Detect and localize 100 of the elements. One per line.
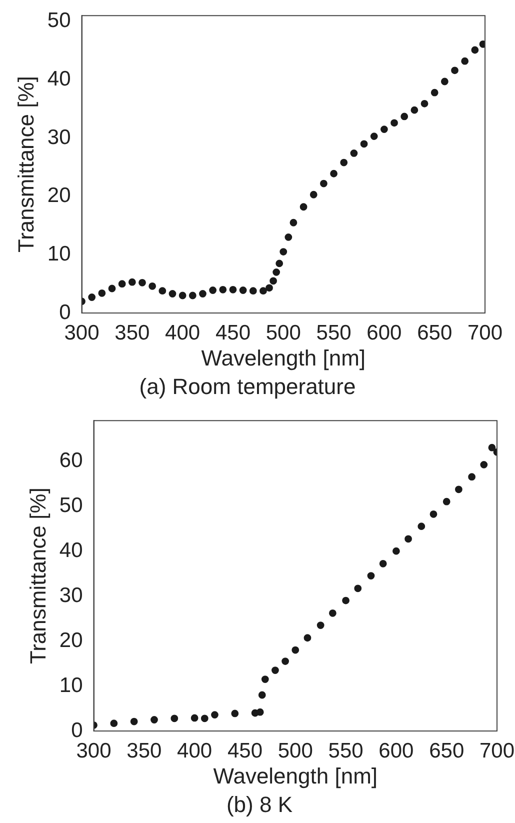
y-tick-label: 30 [59, 584, 83, 607]
point [272, 268, 280, 276]
point [392, 547, 400, 555]
point [471, 46, 479, 54]
point [219, 286, 227, 294]
x-tick-label: 500 [266, 321, 301, 344]
point [209, 286, 217, 294]
x-axis-title: Wavelength [nm] [213, 763, 378, 788]
point [360, 140, 368, 148]
point [488, 444, 496, 452]
y-tick-label: 40 [59, 538, 83, 562]
y-tick-label: 30 [47, 126, 71, 149]
y-tick-label: 40 [47, 68, 71, 91]
point [350, 150, 358, 157]
text: (a) Room temperature [139, 374, 356, 399]
point [110, 720, 118, 728]
point [340, 158, 348, 166]
point [229, 286, 237, 294]
point [304, 634, 312, 642]
x-tick-label: 600 [366, 321, 402, 344]
point [440, 78, 448, 86]
x-tick-label: 350 [114, 321, 150, 344]
x-tick-label: 550 [316, 321, 352, 344]
x-tick-label: 500 [278, 739, 313, 762]
point [468, 473, 476, 481]
point [138, 278, 146, 286]
point [168, 290, 176, 298]
point [118, 280, 126, 288]
point [342, 596, 350, 604]
point [231, 710, 239, 718]
point [249, 287, 257, 295]
point [320, 180, 328, 188]
point [400, 112, 408, 120]
point [256, 708, 264, 716]
point [430, 88, 438, 96]
point [420, 100, 428, 108]
point [328, 609, 336, 617]
point [380, 126, 388, 134]
point [148, 282, 156, 290]
x-tick-label: 400 [165, 321, 200, 344]
x-tick-label: 700 [479, 739, 515, 762]
y-tick-label: 10 [47, 242, 71, 266]
point [280, 248, 288, 256]
point [404, 535, 412, 543]
point [370, 132, 378, 140]
y-axis-title: Transmittance [%] [13, 76, 38, 253]
point [130, 718, 138, 726]
point [270, 277, 277, 285]
point [188, 292, 196, 300]
x-tick-label: 700 [467, 321, 503, 344]
point [290, 218, 298, 226]
point [379, 560, 387, 568]
x-tick-label: 300 [64, 321, 100, 344]
point [310, 190, 318, 198]
y-tick-label: 10 [59, 674, 83, 697]
point [200, 714, 208, 722]
point [258, 691, 266, 699]
point [410, 106, 418, 114]
point [158, 287, 166, 295]
y-axis-title: Transmittance [%] [25, 488, 50, 664]
point [354, 584, 362, 592]
point [330, 170, 338, 178]
y-tick-label: 60 [59, 448, 83, 472]
point [190, 714, 198, 722]
point [261, 676, 269, 683]
y-tick-label: 50 [47, 9, 71, 32]
point [266, 284, 273, 292]
point [390, 119, 398, 127]
x-tick-label: 450 [227, 739, 262, 762]
point [451, 66, 458, 74]
point [128, 278, 136, 286]
point [239, 286, 247, 294]
point [108, 284, 116, 292]
point [480, 460, 488, 468]
point [178, 292, 186, 300]
x-tick-label: 400 [177, 739, 212, 762]
point [418, 522, 426, 530]
x-tick-label: 600 [378, 739, 414, 762]
text: (b) 8 K [226, 792, 293, 817]
point [98, 289, 106, 297]
point [276, 260, 284, 268]
point [199, 290, 206, 298]
point [316, 622, 324, 629]
x-axis-title: Wavelength [nm] [201, 345, 366, 370]
point [170, 714, 178, 722]
x-tick-label: 450 [215, 321, 250, 344]
x-tick-label: 650 [417, 321, 452, 344]
y-tick-label: 20 [59, 628, 83, 652]
point [454, 486, 462, 494]
x-tick-label: 300 [76, 739, 112, 762]
point [150, 716, 158, 724]
y-tick-label: 50 [59, 494, 83, 517]
point [260, 287, 267, 295]
point [88, 294, 96, 301]
point [442, 498, 450, 506]
x-tick-label: 550 [328, 739, 364, 762]
point [461, 57, 469, 65]
y-tick-label: 20 [47, 184, 71, 208]
point [367, 572, 375, 580]
point [300, 203, 308, 211]
